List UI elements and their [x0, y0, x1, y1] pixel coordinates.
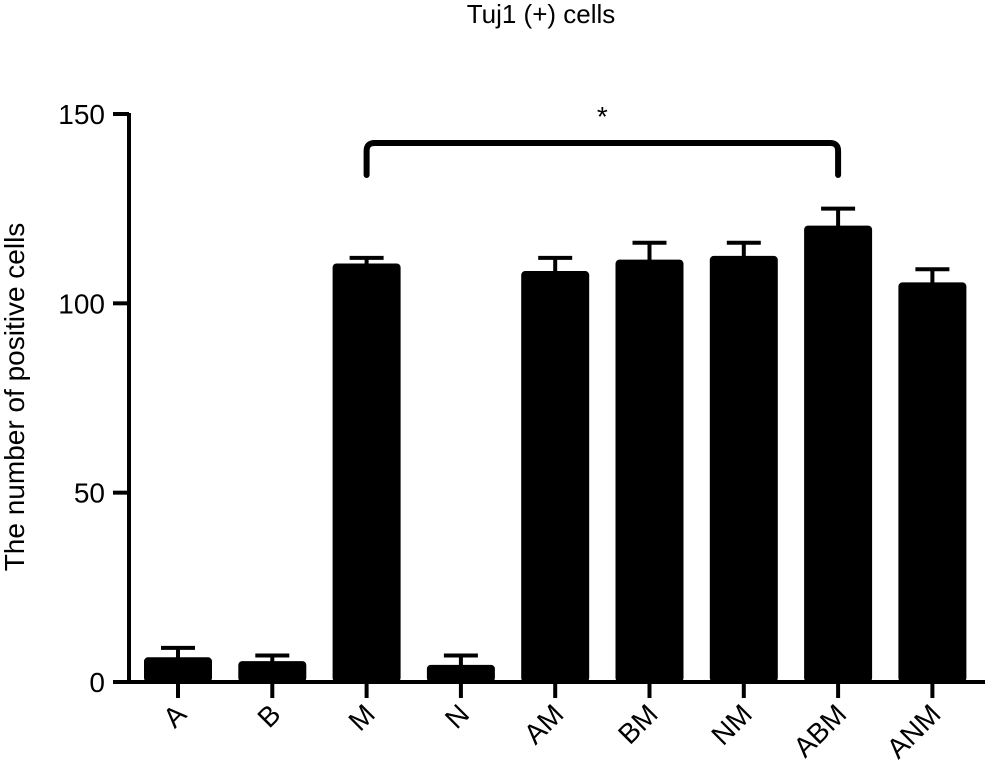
- x-tick-label-BM: BM: [612, 698, 664, 750]
- x-tick-label-N: N: [439, 698, 475, 734]
- x-tick-label-ANM: ANM: [881, 698, 947, 764]
- bar-M: [332, 263, 401, 682]
- x-tick-label-B: B: [251, 698, 286, 733]
- bar-ABM: [804, 225, 873, 682]
- y-tick-label-150: 150: [58, 99, 105, 130]
- chart-title: Tuj1 (+) cells: [467, 0, 616, 29]
- y-axis-label: The number of positive cells: [0, 223, 30, 572]
- bars: [144, 206, 967, 683]
- x-tick-label-A: A: [157, 698, 192, 733]
- significance-label-0: *: [597, 101, 608, 132]
- y-tick-label-100: 100: [58, 288, 105, 319]
- x-tick-label-AM: AM: [518, 698, 570, 750]
- significance-bracket-0: [363, 140, 842, 178]
- x-tick-label-ABM: ABM: [788, 698, 853, 763]
- bar-N: [426, 664, 495, 682]
- y-tick-label-50: 50: [74, 478, 105, 509]
- x-tick-label-NM: NM: [705, 698, 758, 751]
- x-tick-label-M: M: [342, 698, 380, 736]
- significance-annotations: *: [363, 101, 842, 178]
- bar-BM: [615, 259, 684, 682]
- bar-ANM: [898, 282, 967, 682]
- bar-AM: [521, 271, 590, 682]
- bar-A: [144, 657, 212, 682]
- bar-NM: [709, 255, 778, 683]
- y-tick-label-0: 0: [89, 667, 105, 698]
- bar-B: [238, 661, 307, 682]
